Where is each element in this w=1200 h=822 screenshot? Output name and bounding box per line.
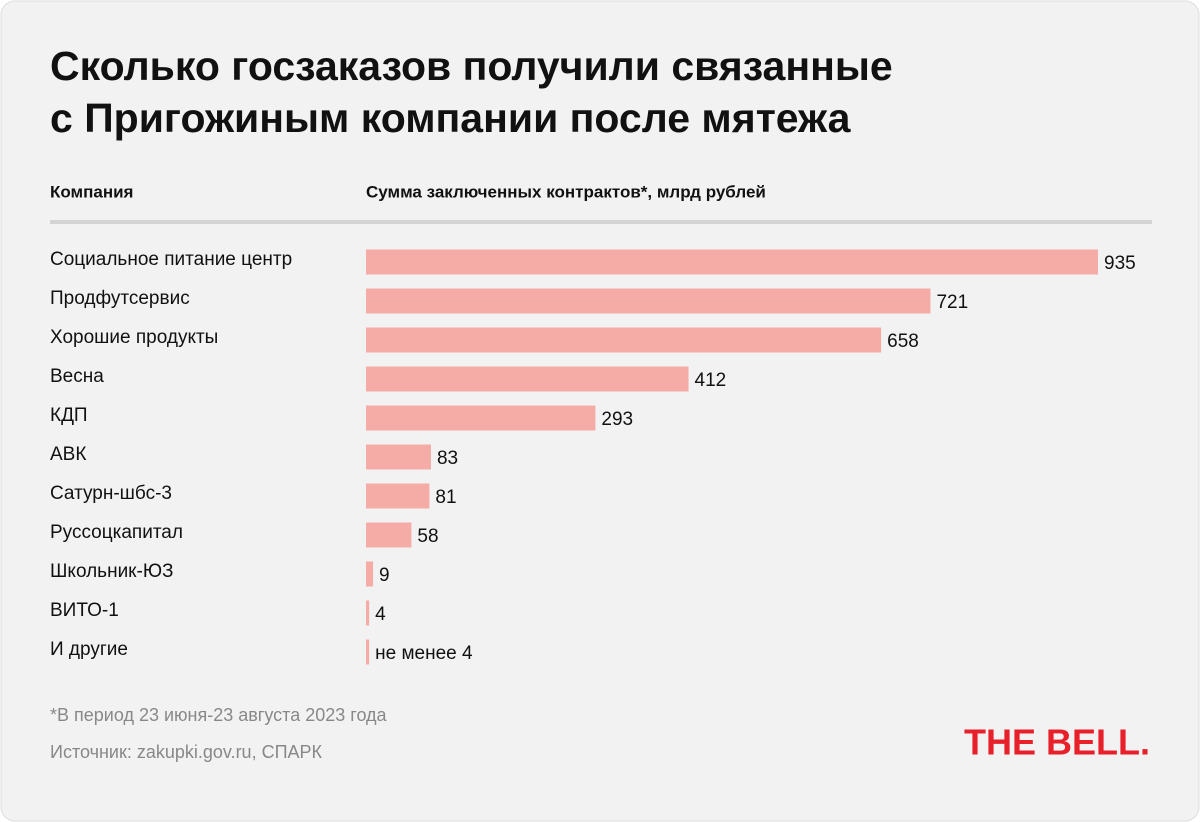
category-label: КДП: [50, 405, 88, 426]
bar: [366, 600, 370, 626]
bar: [366, 522, 412, 548]
value-header: Сумма заключенных контрактов*, млрд рубл…: [366, 182, 766, 201]
value-label: 412: [695, 370, 727, 391]
category-label: Хорошие продукты: [50, 327, 218, 348]
value-label: 935: [1104, 253, 1136, 274]
bar: [366, 483, 430, 509]
category-label: Весна: [50, 366, 104, 387]
value-label: 9: [379, 565, 390, 586]
category-label: Сатурн-шбс-3: [50, 483, 172, 504]
bar: [366, 444, 431, 470]
bar: [366, 405, 596, 431]
category-label: Социальное питание центр: [50, 249, 292, 270]
value-label: 81: [435, 487, 456, 508]
category-label: ВИТО-1: [50, 600, 119, 621]
bar: [366, 249, 1098, 275]
category-label: Продфутсервис: [50, 288, 190, 309]
value-label: 58: [417, 526, 438, 547]
note: *В период 23 июня-23 августа 2023 года: [50, 705, 388, 725]
bar: [366, 639, 370, 665]
value-label: 83: [437, 448, 458, 469]
category-label: Школьник-ЮЗ: [50, 561, 174, 582]
category-label: АВК: [50, 444, 86, 465]
bar: [366, 366, 689, 392]
bar: [366, 561, 374, 587]
chart-title: Сколько госзаказов получили связанные с …: [50, 43, 893, 141]
value-label: 721: [936, 292, 968, 313]
source: Источник: zakupki.gov.ru, СПАРК: [50, 742, 323, 762]
bar: [366, 327, 882, 353]
value-label: 293: [601, 409, 633, 430]
bar: [366, 288, 931, 314]
category-label: Руссоцкапитал: [50, 522, 183, 543]
value-label: 4: [375, 604, 386, 625]
value-label: не менее 4: [375, 643, 473, 664]
value-label: 658: [887, 331, 919, 352]
logo: THE BELL.: [964, 722, 1150, 763]
category-label: И другие: [50, 639, 128, 660]
category-header: Компания: [50, 182, 133, 201]
